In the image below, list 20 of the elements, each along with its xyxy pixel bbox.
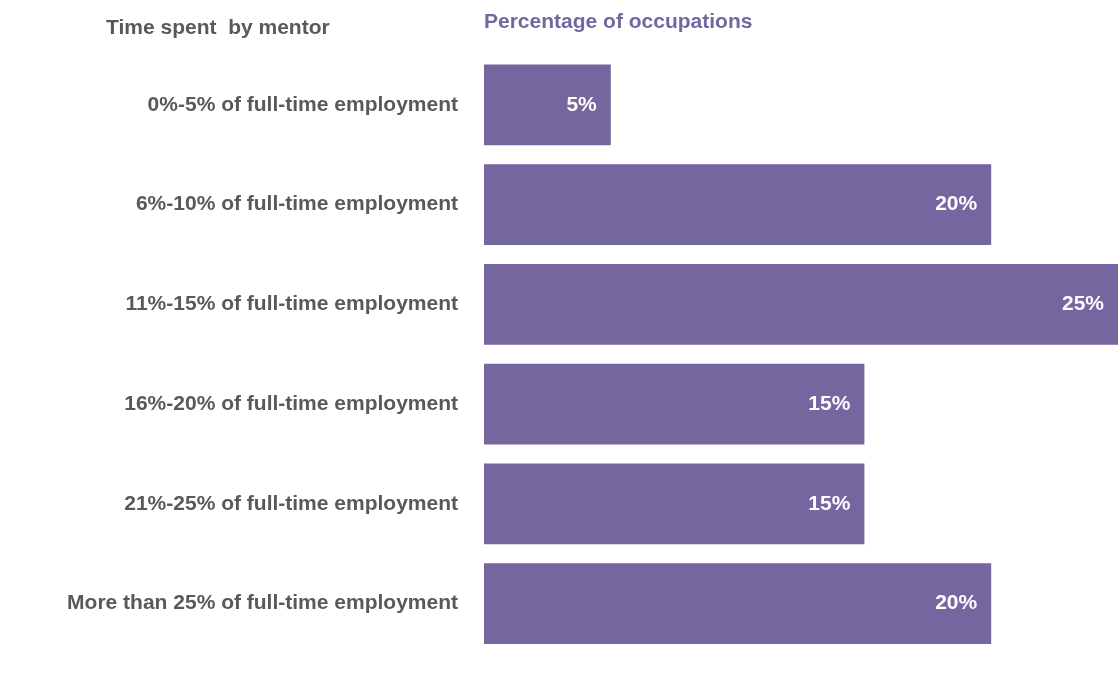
bar bbox=[484, 64, 611, 146]
y-axis-title: Time spent by mentor bbox=[106, 14, 330, 38]
data-label: 20% bbox=[935, 590, 978, 614]
y-tick-label: More than 25% of full-time employment bbox=[67, 590, 458, 614]
bar bbox=[484, 563, 992, 644]
bar bbox=[484, 363, 865, 445]
data-label: 15% bbox=[808, 490, 851, 514]
data-label: 5% bbox=[566, 91, 598, 115]
chart-title: Percentage of occupations bbox=[484, 8, 753, 32]
y-tick-label: 0%-5% of full-time employment bbox=[147, 91, 458, 115]
y-tick-label: 6%-10% of full-time employment bbox=[135, 191, 458, 215]
data-label: 25% bbox=[1061, 291, 1105, 315]
bar bbox=[484, 463, 865, 545]
y-tick-label: 21%-25% of full-time employment bbox=[124, 490, 459, 514]
bar bbox=[484, 263, 1118, 345]
data-label: 15% bbox=[808, 390, 851, 414]
y-tick-label: 16%-20% of full-time employment bbox=[124, 390, 459, 414]
data-label: 20% bbox=[935, 191, 978, 215]
bar bbox=[484, 164, 992, 245]
y-tick-label: 11%-15% of full-time employment bbox=[125, 291, 458, 315]
